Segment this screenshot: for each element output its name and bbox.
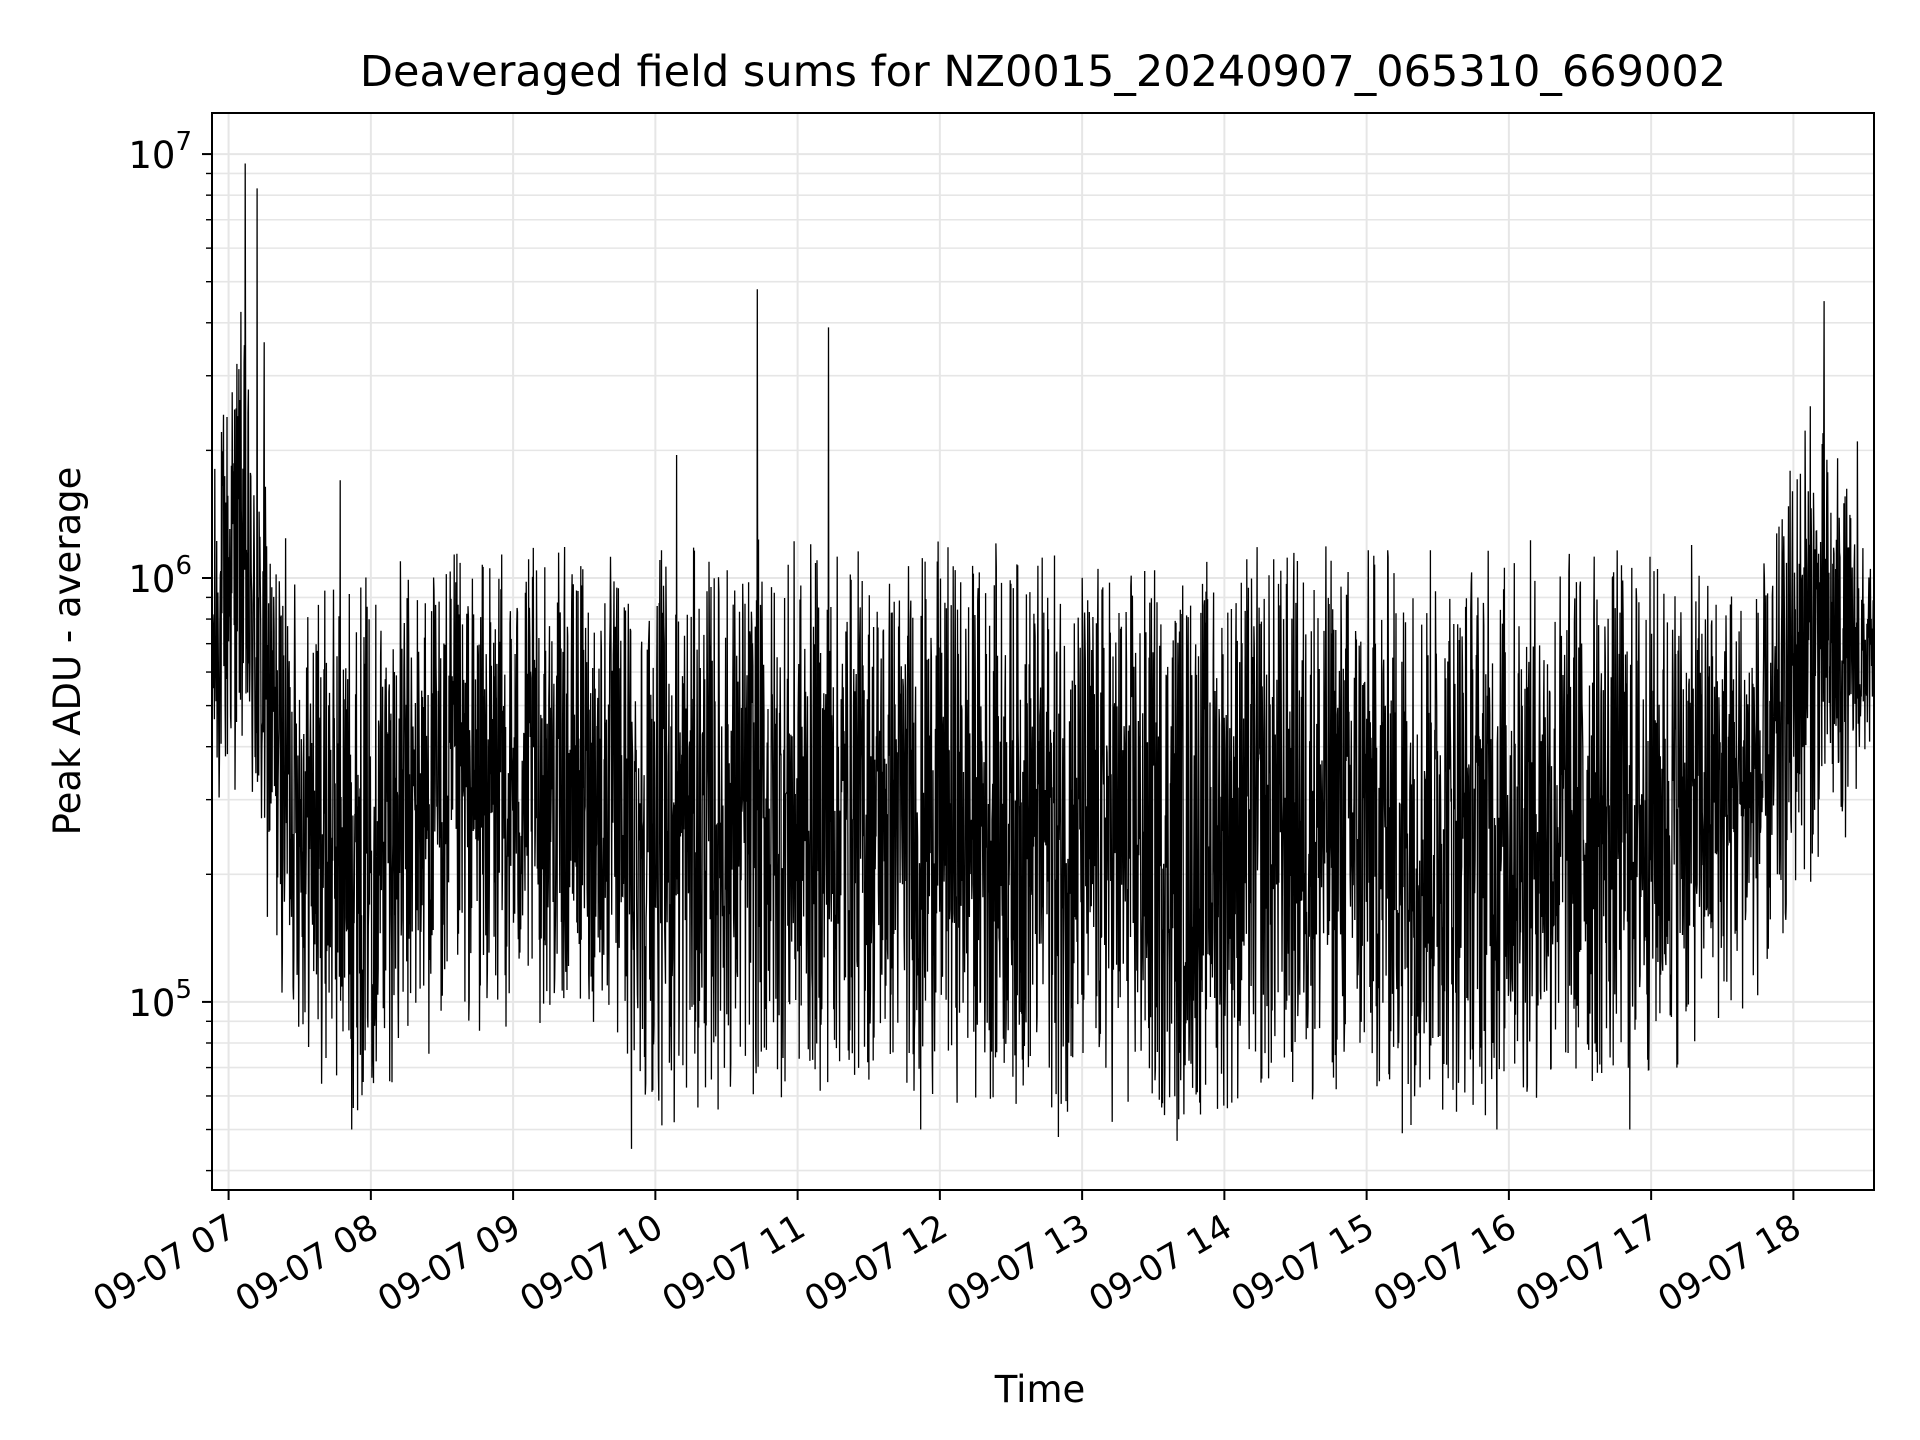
- x-axis-label: Time: [994, 1368, 1086, 1411]
- y-tick-label: 107: [128, 127, 192, 177]
- y-tick-label: 105: [128, 975, 192, 1025]
- chart-title: Deaveraged field sums for NZ0015_2024090…: [360, 47, 1726, 97]
- series-path: [211, 163, 1875, 1149]
- y-axis-label: Peak ADU - average: [46, 467, 89, 836]
- plot-frame: [211, 112, 1875, 1191]
- y-tick-label: 106: [128, 551, 192, 601]
- series-line: [211, 163, 1875, 1149]
- y-axis: 105 106 107: [128, 127, 212, 1172]
